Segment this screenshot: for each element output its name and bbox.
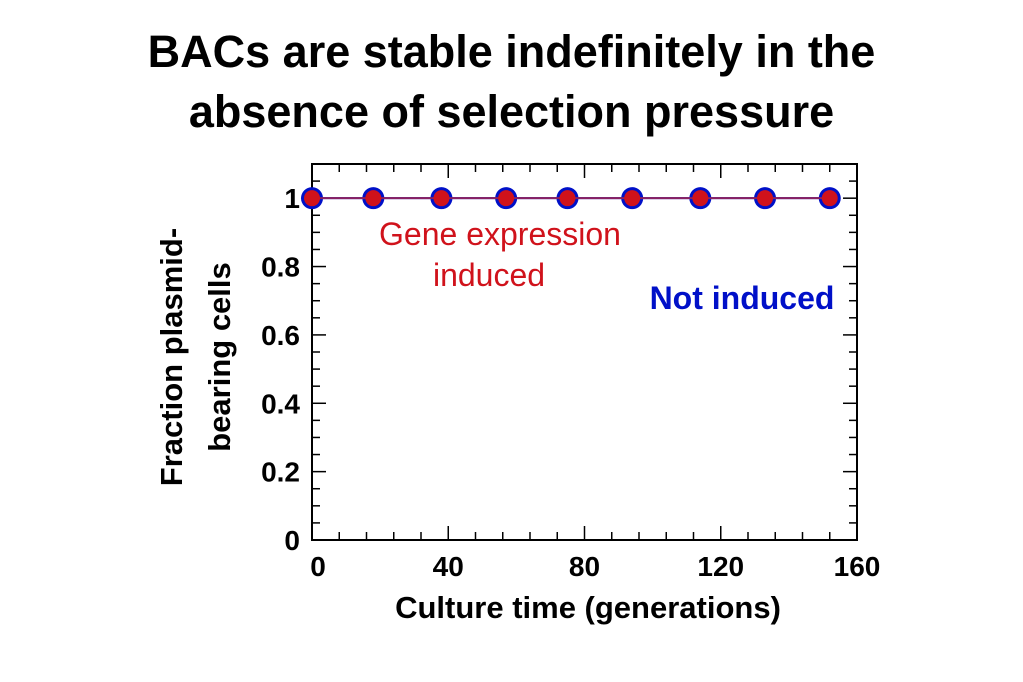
y-tick-label: 0.8: [261, 252, 300, 283]
data-point: [692, 190, 709, 207]
y-tick-label: 0: [284, 525, 300, 556]
data-point: [433, 190, 450, 207]
chart-title-line-1: BACs are stable indefinitely in the: [147, 26, 876, 77]
series-gene-expression-induced: [304, 190, 838, 207]
y-tick-label: 0.6: [261, 320, 300, 351]
x-tick-label: 0: [310, 551, 326, 582]
chart-title-line-2: absence of selection pressure: [188, 86, 835, 137]
annotation-induced-line-1: Gene expression: [379, 216, 621, 252]
y-tick-label: 0.4: [261, 388, 300, 419]
data-point: [559, 190, 576, 207]
x-tick-label: 80: [569, 551, 600, 582]
data-point: [624, 190, 641, 207]
y-tick-label: 0.2: [261, 457, 300, 488]
data-point: [821, 190, 838, 207]
x-tick-label: 160: [834, 551, 881, 582]
annotation-induced: Gene expression induced: [379, 216, 621, 293]
data-point: [757, 190, 774, 207]
y-tick-label: 1: [284, 183, 300, 214]
annotation-not-induced: Not induced: [650, 280, 835, 316]
data-point: [498, 190, 515, 207]
series-layer: [301, 187, 841, 210]
data-point: [365, 190, 382, 207]
chart-title: BACs are stable indefinitely in the abse…: [0, 22, 1023, 142]
annotation-induced-line-2: induced: [433, 257, 545, 293]
x-tick-label: 120: [697, 551, 744, 582]
x-tick-label: 40: [433, 551, 464, 582]
y-axis-label-line-2: bearing cells: [202, 262, 237, 452]
axes-layer: 0 40 80 120 160 0 0.2 0.4 0.6 0.8 1: [261, 163, 881, 582]
y-axis-label: Fraction plasmid- bearing cells: [154, 228, 237, 486]
x-axis-label: Culture time (generations): [395, 590, 781, 625]
data-point: [304, 190, 320, 207]
y-axis-label-line-1: Fraction plasmid-: [154, 228, 189, 486]
